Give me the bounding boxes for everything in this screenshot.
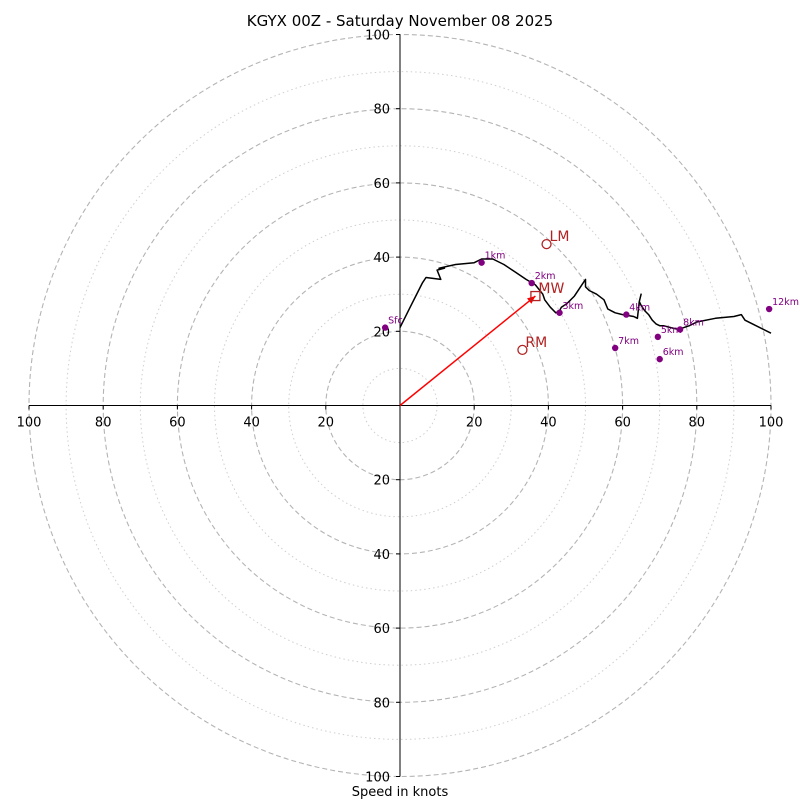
height-marker-sfc — [381, 324, 389, 331]
height-label-sfc: Sfc — [388, 316, 403, 327]
storm-motion-mw-label: MW — [538, 281, 564, 297]
storm-motion-rm-label: RM — [525, 335, 547, 351]
height-label-2km: 2km — [535, 271, 556, 282]
x-tick-label: 20 — [318, 416, 335, 431]
storm-motion-lm-label: LM — [550, 229, 570, 245]
storm-motion-lm-marker — [541, 238, 552, 250]
shear-vector-layer — [399, 295, 536, 407]
x-tick-label: 40 — [540, 416, 557, 431]
height-label-8km: 8km — [683, 317, 704, 328]
x-tick-label: 100 — [17, 416, 42, 431]
shear-vector-line — [399, 295, 536, 407]
height-marker-1km — [478, 259, 485, 266]
y-tick-label: 80 — [373, 103, 390, 118]
x-tick-label: 60 — [614, 416, 631, 431]
height-marker-3km — [556, 309, 563, 316]
y-tick-label: 40 — [373, 251, 390, 266]
y-tick-label: 40 — [373, 548, 390, 563]
height-label-6km: 6km — [663, 347, 684, 358]
height-label-3km: 3km — [563, 301, 584, 312]
y-tick-label: 60 — [373, 622, 390, 637]
height-marker-6km — [656, 355, 663, 363]
x-tick-label: 40 — [243, 416, 260, 431]
chart-title: KGYX 00Z - Saturday November 08 2025 — [247, 12, 553, 30]
wind-profile-line — [399, 258, 772, 334]
height-label-5km: 5km — [661, 325, 682, 336]
x-tick-label: 80 — [689, 416, 706, 431]
x-tick-label: 100 — [759, 416, 784, 431]
tick-labels: 100 80 60 40 20 20 40 60 80 100202040406060808010… — [17, 29, 784, 786]
storm-motion-mw-marker — [530, 290, 541, 302]
y-tick-label: 60 — [373, 177, 390, 192]
height-marker-5km — [654, 333, 662, 341]
height-label-4km: 4km — [629, 303, 650, 314]
storm-motion-layer: LM MW RM — [517, 229, 570, 356]
y-tick-label: 20 — [373, 474, 390, 489]
height-label-12km: 12km — [772, 297, 799, 308]
height-marker-7km — [611, 344, 619, 352]
x-tick-label: 60 — [169, 416, 186, 431]
height-marker-2km — [528, 279, 535, 287]
x-tick-label: 80 — [95, 416, 112, 431]
x-tick-label: 20 — [466, 416, 483, 431]
height-marker-4km — [623, 311, 630, 318]
height-label-1km: 1km — [485, 251, 506, 262]
height-marker-12km — [765, 305, 773, 313]
height-marker-8km — [676, 326, 684, 333]
y-tick-label: 100 — [365, 771, 390, 786]
x-axis-label: Speed in knots — [352, 785, 449, 800]
height-label-7km: 7km — [618, 336, 639, 347]
height-marker-layer: Sfc 1km 2km 3km 4km 5km 6km 7km 8km 12km — [381, 251, 799, 363]
y-tick-label: 80 — [373, 696, 390, 711]
wind-profile-layer — [399, 258, 772, 334]
storm-motion-rm-marker — [517, 344, 528, 356]
y-tick-label: 100 — [365, 29, 390, 44]
